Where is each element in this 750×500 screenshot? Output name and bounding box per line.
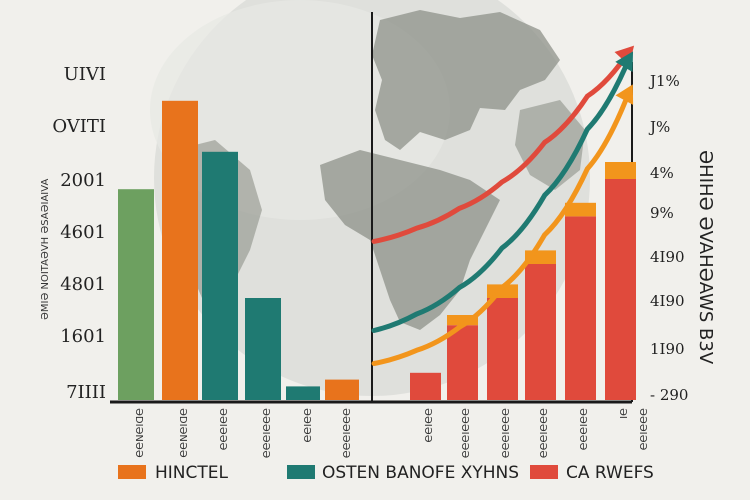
right-y-tick-2: J% [648, 118, 670, 136]
left-vertical-axis-title: ƏMIƏ NOITAƏVH ƏSAƏIAIVA [40, 179, 51, 320]
right-vertical-axis-title: ƏHIHƏ ƏVAHƏAWS B3V [695, 150, 716, 365]
left-bar-group [118, 100, 359, 401]
left-y-tick-3: 2001 [60, 170, 106, 191]
left-bar-2 [162, 100, 198, 401]
left-y-tick-5: 4801 [60, 274, 106, 295]
left-bar-5 [286, 386, 320, 400]
x-category-label-11: ƏƏIƏƏƏ [577, 408, 588, 450]
right-bar-cap-2 [447, 315, 478, 326]
x-category-label-8: ƏƏƏIƏƏƏ [459, 408, 470, 458]
right-y-tick-1: J1% [648, 72, 680, 90]
left-y-tick-2: OVITI [52, 116, 106, 137]
x-category-label-12: ƏI [617, 408, 628, 419]
x-category-label-4: ƏƏƏIƏƏƏ [260, 408, 271, 458]
legend-label-1: HINCTEL [155, 463, 229, 483]
right-y-tick-8: - 290 [650, 386, 688, 404]
left-y-tick-4: 4601 [60, 222, 106, 243]
right-bar-3 [487, 298, 518, 400]
left-bar-3 [202, 151, 238, 400]
right-bar-1 [410, 372, 441, 400]
x-category-label-1: ƏDIƏNƏƏ [133, 408, 144, 458]
x-category-label-13: ƏƏƏIƏƏ [637, 408, 648, 450]
trend-line-teal [371, 54, 633, 333]
legend-swatch-1 [118, 465, 146, 479]
left-y-tick-6: 1601 [60, 326, 106, 347]
landmass-africa [320, 150, 500, 330]
legend-label-2: OSTEN BANOFE XYHNS [322, 463, 519, 483]
x-category-label-2: ƏDIƏNƏƏ [177, 408, 188, 458]
x-category-label-6: ƏƏƏIƏƏƏ [340, 408, 351, 458]
right-bar-cap-5 [565, 202, 596, 217]
x-category-label-9: ƏƏƏIƏƏƏ [499, 408, 510, 458]
left-bar-6 [325, 379, 359, 400]
trend-arrowhead-teal [615, 51, 634, 73]
right-bar-2 [447, 325, 478, 400]
left-y-tick-7: 7IIII [66, 382, 106, 403]
left-y-tick-labels: UIVI OVITI 2001 4601 4801 1601 7IIII [52, 64, 106, 403]
right-y-tick-3: 4% [650, 164, 674, 182]
right-bar-5 [565, 216, 596, 400]
legend: HINCTEL OSTEN BANOFE XYHNS CA RWEFS [118, 463, 654, 483]
x-category-label-5: ƏƏIƏƏ [301, 408, 312, 443]
trend-arrowhead-orange [615, 84, 634, 105]
right-y-tick-5: 4I90 [650, 248, 685, 266]
right-y-tick-labels: J1% J% 4% 9% 4I90 4I90 1I90 - 290 [648, 72, 688, 404]
right-bar-group [410, 162, 636, 400]
left-bar-1 [118, 189, 154, 400]
right-y-tick-6: 4I90 [650, 292, 685, 310]
right-y-tick-7: 1I90 [650, 340, 685, 358]
trend-line-red [371, 47, 633, 244]
legend-label-3: CA RWEFS [566, 463, 654, 483]
x-category-label-3: ƏƏIƏƏƏ [217, 408, 228, 450]
trend-line-group [371, 45, 635, 366]
right-y-tick-4: 9% [650, 204, 674, 222]
x-category-label-10: ƏƏƏIƏƏƏ [537, 408, 548, 458]
landmass-europe [372, 10, 560, 150]
legend-swatch-3 [530, 465, 558, 479]
right-bar-cap-6 [605, 162, 636, 179]
right-bar-4 [525, 264, 556, 400]
x-category-labels: ƏDIƏNƏƏ ƏDIƏNƏƏ ƏƏIƏƏƏ ƏƏƏIƏƏƏ ƏƏIƏƏ ƏƏƏIƏƏƏ Ə… [133, 408, 648, 458]
trend-line-orange [371, 87, 633, 366]
left-bar-4 [245, 298, 281, 400]
right-bar-6 [605, 179, 636, 400]
x-category-label-7: ƏƏIƏƏ [422, 408, 433, 443]
legend-swatch-2 [287, 465, 315, 479]
left-y-tick-1: UIVI [64, 64, 106, 85]
